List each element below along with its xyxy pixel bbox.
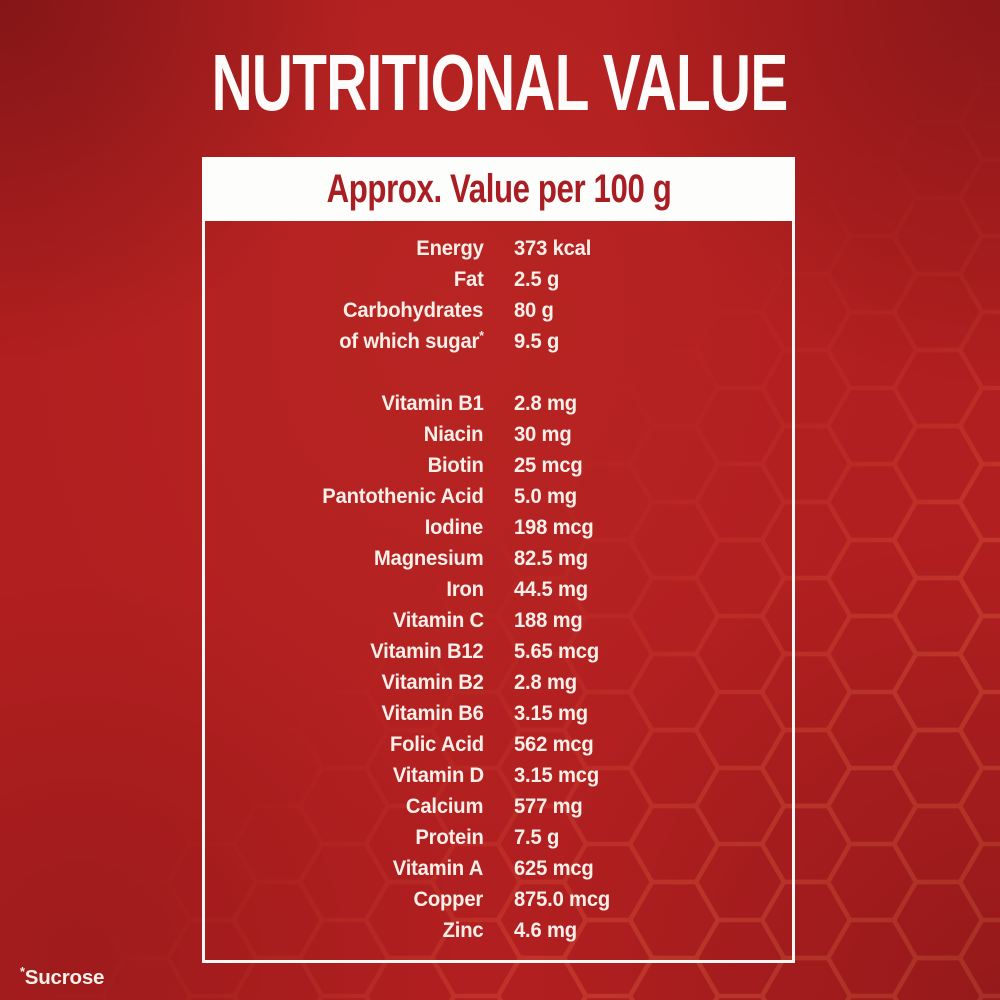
nutrient-row: Vitamin B6 3.15 mg <box>205 698 792 729</box>
nutrient-value: 2.8 mg <box>513 670 577 694</box>
nutrient-value: 2.8 mg <box>513 391 577 415</box>
nutrient-value: 80 g <box>513 298 554 322</box>
nutrient-row: of which sugar* 9.5 g <box>205 326 792 357</box>
nutrient-name: Vitamin C <box>392 608 484 632</box>
nutrient-value: 3.15 mg <box>513 701 588 725</box>
footnote: *Sucrose <box>20 964 104 992</box>
sugar-footnote-marker: * <box>478 327 484 343</box>
nutrient-value: 2.5 g <box>513 267 559 291</box>
nutrient-row: Vitamin B1 2.8 mg <box>205 388 792 419</box>
nutrient-value: 82.5 mg <box>513 546 588 570</box>
nutrient-value: 3.15 mcg <box>513 763 599 787</box>
nutrient-name: Iodine <box>425 515 484 539</box>
nutrient-name: Vitamin A <box>393 856 484 880</box>
page-title: NUTRITIONAL VALUE <box>0 43 1000 123</box>
nutrient-value: 373 kcal <box>513 236 591 260</box>
nutrient-row: Zinc 4.6 mg <box>205 915 792 946</box>
nutrient-name: Fat <box>453 267 484 291</box>
nutrient-row: Niacin 30 mg <box>205 419 792 450</box>
nutrient-row: Pantothenic Acid 5.0 mg <box>205 481 792 512</box>
footnote-asterisk: * <box>20 964 25 980</box>
nutrient-value: 7.5 g <box>513 825 559 849</box>
nutrient-row: Copper 875.0 mcg <box>205 884 792 915</box>
nutrient-value: 44.5 mg <box>513 577 588 601</box>
nutrient-name: Vitamin B2 <box>381 670 484 694</box>
nutrient-row: Vitamin D 3.15 mcg <box>205 760 792 791</box>
nutrient-value: 625 mcg <box>513 856 594 880</box>
nutrient-value: 5.65 mcg <box>513 639 599 663</box>
nutrient-row: Energy 373 kcal <box>205 233 792 264</box>
nutrient-row: Vitamin B12 5.65 mcg <box>205 636 792 667</box>
nutrient-row: Iodine 198 mcg <box>205 512 792 543</box>
nutrient-row: Magnesium 82.5 mg <box>205 543 792 574</box>
nutrient-row: Protein 7.5 g <box>205 822 792 853</box>
nutrient-name: of which sugar* <box>338 327 484 353</box>
page-title-text: NUTRITIONAL VALUE <box>212 38 789 127</box>
nutrient-row: Carbohydrates 80 g <box>205 295 792 326</box>
nutrient-name: Niacin <box>423 422 484 446</box>
nutrient-row: Vitamin B2 2.8 mg <box>205 667 792 698</box>
nutrient-value: 25 mcg <box>513 453 583 477</box>
nutrient-name: Protein <box>415 825 484 849</box>
nutrient-row: Fat 2.5 g <box>205 264 792 295</box>
nutrient-name: Biotin <box>427 453 484 477</box>
nutrient-row: Folic Acid 562 mcg <box>205 729 792 760</box>
nutrient-name: Folic Acid <box>389 732 484 756</box>
nutrient-name: Vitamin B6 <box>381 701 484 725</box>
nutrition-table: Energy 373 kcal Fat 2.5 g Carbohydrates 80 g o… <box>202 221 795 963</box>
nutrient-name: Pantothenic Acid <box>322 484 484 508</box>
nutrient-name: Carbohydrates <box>343 298 484 322</box>
nutrient-value: 188 mg <box>513 608 583 632</box>
nutrient-value: 875.0 mcg <box>513 887 610 911</box>
nutrient-name: Zinc <box>442 918 484 942</box>
nutrient-row: Calcium 577 mg <box>205 791 792 822</box>
nutrient-value: 198 mcg <box>513 515 594 539</box>
nutrient-name: Vitamin B12 <box>370 639 484 663</box>
nutrient-value: 5.0 mg <box>513 484 577 508</box>
nutrient-value: 4.6 mg <box>513 918 577 942</box>
nutrient-row: Biotin 25 mcg <box>205 450 792 481</box>
nutrient-name: Iron <box>446 577 484 601</box>
nutrient-row: Vitamin C 188 mg <box>205 605 792 636</box>
panel-header-text: Approx. Value per 100 g <box>326 167 671 211</box>
nutrient-row: Iron 44.5 mg <box>205 574 792 605</box>
nutrient-value: 9.5 g <box>513 329 559 353</box>
nutrient-name: Magnesium <box>374 546 484 570</box>
nutrient-name: Vitamin D <box>392 763 484 787</box>
nutrient-value: 577 mg <box>513 794 583 818</box>
footnote-text: Sucrose <box>24 966 105 989</box>
nutrient-name: Energy <box>416 236 484 260</box>
nutrient-value: 30 mg <box>513 422 572 446</box>
nutrient-value: 562 mcg <box>513 732 594 756</box>
panel-header: Approx. Value per 100 g <box>202 157 795 221</box>
nutrient-name: Calcium <box>406 794 484 818</box>
nutrient-name: Copper <box>413 887 484 911</box>
nutrient-row: Vitamin A 625 mcg <box>205 853 792 884</box>
table-spacer <box>205 357 792 388</box>
nutrient-name: Vitamin B1 <box>381 391 484 415</box>
